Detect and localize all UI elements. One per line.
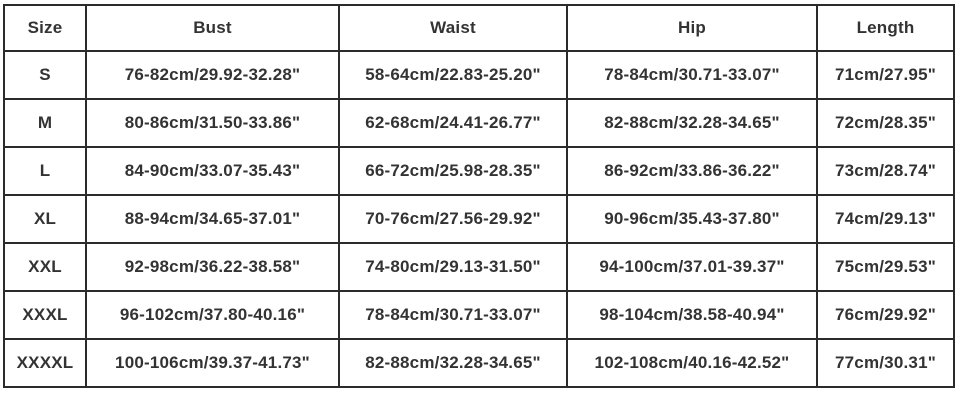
size-cell: L	[3, 146, 87, 196]
size-chart-table: Size Bust Waist Hip Length S 76-82cm/29.92-32…	[3, 4, 955, 388]
measurement-cell: 75cm/29.53"	[816, 242, 955, 292]
size-cell: S	[3, 50, 87, 100]
measurement-cell: 73cm/28.74"	[816, 146, 955, 196]
measurement-cell: 74cm/29.13"	[816, 194, 955, 244]
table-row: XL 88-94cm/34.65-37.01" 70-76cm/27.56-29.9…	[3, 194, 955, 244]
table-row: M 80-86cm/31.50-33.86" 62-68cm/24.41-26.77…	[3, 98, 955, 148]
measurement-cell: 72cm/28.35"	[816, 98, 955, 148]
column-header-bust: Bust	[85, 4, 340, 52]
measurement-cell: 102-108cm/40.16-42.52"	[566, 338, 818, 388]
table-row: XXL 92-98cm/36.22-38.58" 74-80cm/29.13-31.…	[3, 242, 955, 292]
measurement-cell: 84-90cm/33.07-35.43"	[85, 146, 340, 196]
measurement-cell: 76-82cm/29.92-32.28"	[85, 50, 340, 100]
measurement-cell: 90-96cm/35.43-37.80"	[566, 194, 818, 244]
size-cell: XXXXL	[3, 338, 87, 388]
measurement-cell: 82-88cm/32.28-34.65"	[338, 338, 568, 388]
table-row: XXXXL 100-106cm/39.37-41.73" 82-88cm/32.28…	[3, 338, 955, 388]
table-body: S 76-82cm/29.92-32.28" 58-64cm/22.83-25.20…	[3, 50, 955, 388]
measurement-cell: 71cm/27.95"	[816, 50, 955, 100]
column-header-hip: Hip	[566, 4, 818, 52]
measurement-cell: 66-72cm/25.98-28.35"	[338, 146, 568, 196]
measurement-cell: 74-80cm/29.13-31.50"	[338, 242, 568, 292]
table-row: L 84-90cm/33.07-35.43" 66-72cm/25.98-28.35…	[3, 146, 955, 196]
measurement-cell: 70-76cm/27.56-29.92"	[338, 194, 568, 244]
measurement-cell: 94-100cm/37.01-39.37"	[566, 242, 818, 292]
measurement-cell: 100-106cm/39.37-41.73"	[85, 338, 340, 388]
size-cell: XXXL	[3, 290, 87, 340]
measurement-cell: 92-98cm/36.22-38.58"	[85, 242, 340, 292]
measurement-cell: 88-94cm/34.65-37.01"	[85, 194, 340, 244]
header-row: Size Bust Waist Hip Length	[3, 4, 955, 52]
table-row: XXXL 96-102cm/37.80-40.16" 78-84cm/30.71-3…	[3, 290, 955, 340]
measurement-cell: 78-84cm/30.71-33.07"	[338, 290, 568, 340]
size-cell: XL	[3, 194, 87, 244]
table-row: S 76-82cm/29.92-32.28" 58-64cm/22.83-25.20…	[3, 50, 955, 100]
measurement-cell: 86-92cm/33.86-36.22"	[566, 146, 818, 196]
column-header-length: Length	[816, 4, 955, 52]
column-header-waist: Waist	[338, 4, 568, 52]
measurement-cell: 76cm/29.92"	[816, 290, 955, 340]
measurement-cell: 62-68cm/24.41-26.77"	[338, 98, 568, 148]
size-cell: M	[3, 98, 87, 148]
measurement-cell: 78-84cm/30.71-33.07"	[566, 50, 818, 100]
measurement-cell: 82-88cm/32.28-34.65"	[566, 98, 818, 148]
measurement-cell: 58-64cm/22.83-25.20"	[338, 50, 568, 100]
measurement-cell: 77cm/30.31"	[816, 338, 955, 388]
size-cell: XXL	[3, 242, 87, 292]
column-header-size: Size	[3, 4, 87, 52]
measurement-cell: 98-104cm/38.58-40.94"	[566, 290, 818, 340]
measurement-cell: 96-102cm/37.80-40.16"	[85, 290, 340, 340]
measurement-cell: 80-86cm/31.50-33.86"	[85, 98, 340, 148]
